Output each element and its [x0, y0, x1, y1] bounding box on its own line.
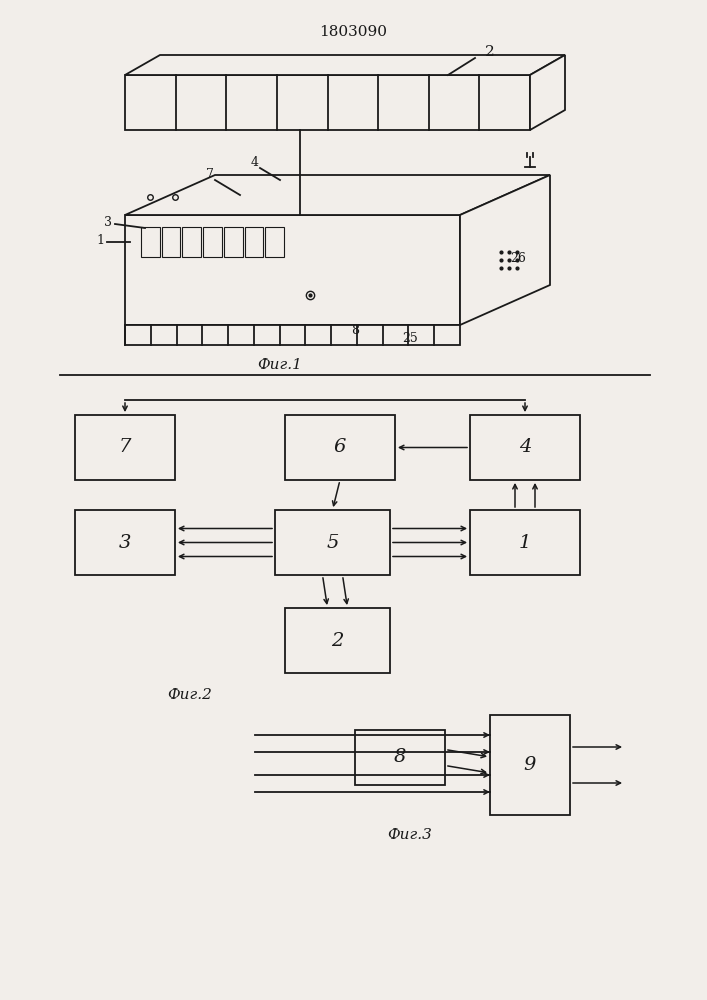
- Bar: [125, 75, 530, 130]
- Text: 6: 6: [334, 438, 346, 456]
- Bar: [265, 227, 284, 257]
- Text: 5: 5: [327, 534, 339, 552]
- Text: Фиг.3: Фиг.3: [387, 828, 433, 842]
- Text: 2: 2: [332, 632, 344, 650]
- Text: 4: 4: [251, 155, 259, 168]
- Text: 26: 26: [510, 251, 527, 264]
- Text: Фиг.1: Фиг.1: [257, 358, 303, 372]
- Text: 4: 4: [519, 438, 531, 456]
- Bar: [275, 510, 390, 575]
- Bar: [125, 325, 460, 345]
- Polygon shape: [125, 55, 565, 75]
- Bar: [182, 227, 201, 257]
- Text: 8: 8: [351, 324, 359, 336]
- Bar: [125, 215, 460, 325]
- Text: 3: 3: [104, 216, 112, 229]
- Text: 2: 2: [485, 45, 495, 59]
- Bar: [203, 227, 222, 257]
- Bar: [470, 510, 580, 575]
- Bar: [224, 227, 243, 257]
- Bar: [490, 715, 570, 815]
- Polygon shape: [530, 55, 565, 130]
- Text: 25: 25: [402, 332, 418, 344]
- Bar: [75, 415, 175, 480]
- Text: 7: 7: [119, 438, 132, 456]
- Bar: [285, 415, 395, 480]
- Text: 1: 1: [519, 534, 531, 552]
- Text: 1803090: 1803090: [319, 25, 387, 39]
- Text: 9: 9: [524, 756, 536, 774]
- Text: 8: 8: [394, 748, 407, 766]
- Bar: [162, 227, 180, 257]
- Bar: [470, 415, 580, 480]
- Text: 1: 1: [96, 233, 104, 246]
- Polygon shape: [125, 175, 550, 215]
- Bar: [355, 730, 445, 785]
- Text: 3: 3: [119, 534, 132, 552]
- Bar: [285, 608, 390, 673]
- Text: 7: 7: [206, 168, 214, 182]
- Bar: [75, 510, 175, 575]
- Polygon shape: [460, 175, 550, 325]
- Bar: [141, 227, 160, 257]
- Bar: [245, 227, 263, 257]
- Text: Фиг.2: Фиг.2: [168, 688, 212, 702]
